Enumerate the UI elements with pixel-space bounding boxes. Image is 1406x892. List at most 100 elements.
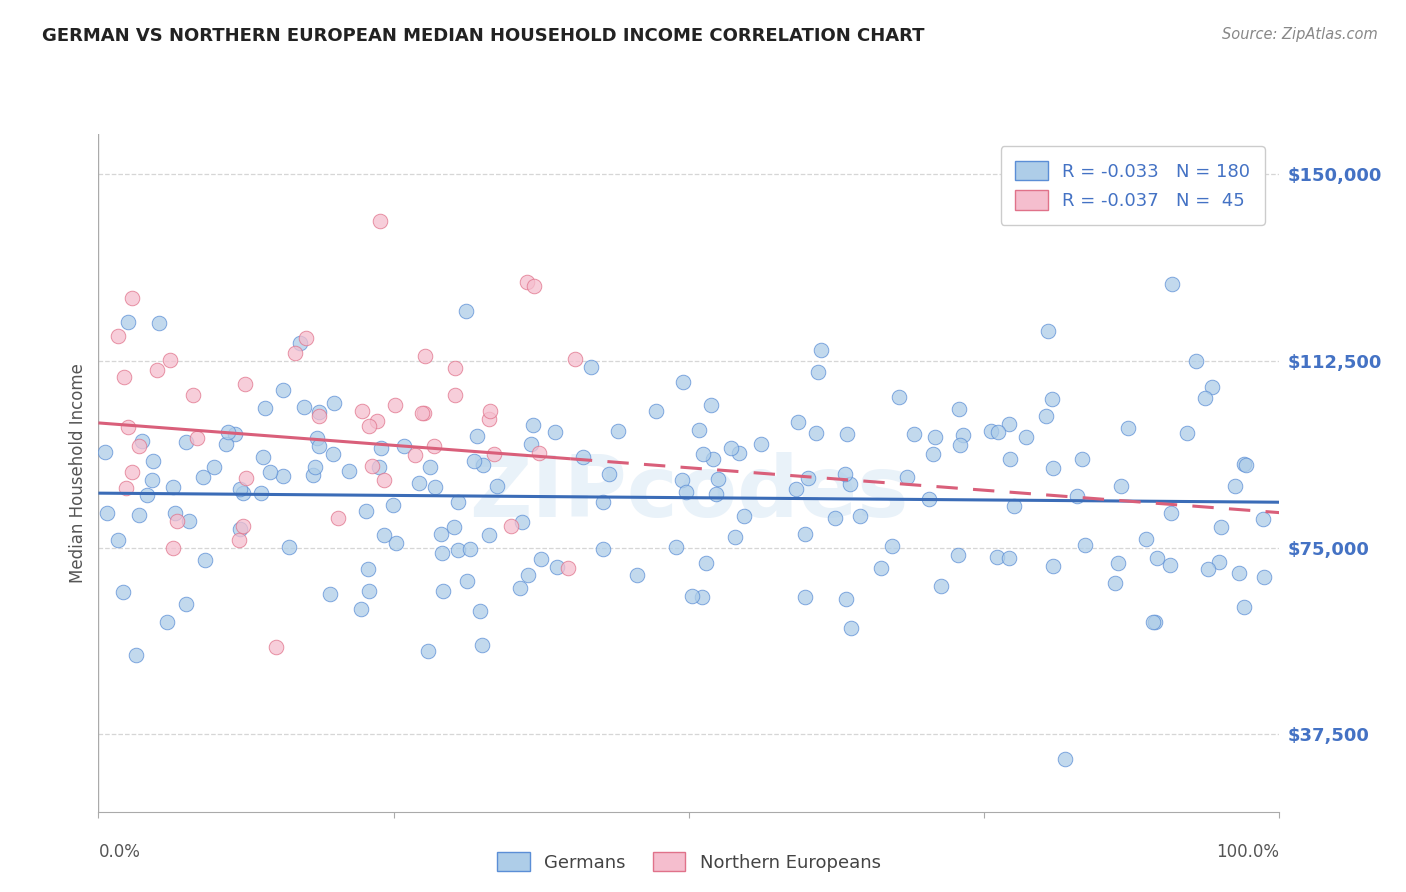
Point [432,546,454,560]
Point [443,519,465,533]
Point [217,425,239,440]
Point [121,291,143,305]
Point [166,514,188,528]
Point [308,409,330,424]
Point [824,510,846,524]
Point [253,401,276,415]
Point [704,487,727,501]
Point [186,431,208,445]
Point [1185,353,1208,368]
Point [1074,538,1097,552]
Point [675,485,697,500]
Point [645,403,668,417]
Point [1251,511,1274,525]
Point [162,541,184,556]
Point [429,526,451,541]
Point [1015,430,1038,444]
Point [952,428,974,442]
Point [354,504,377,518]
Point [1144,615,1167,629]
Point [373,473,395,487]
Point [1223,479,1246,493]
Point [870,560,893,574]
Point [1066,489,1088,503]
Point [1135,532,1157,546]
Point [194,553,217,567]
Point [592,495,614,509]
Point [112,370,135,384]
Point [308,439,330,453]
Point [530,552,553,566]
Point [423,480,446,494]
Point [271,384,294,398]
Point [229,522,252,536]
Point [1208,555,1230,569]
Point [1104,575,1126,590]
Point [592,541,614,556]
Point [834,467,856,482]
Point [337,464,360,478]
Point [720,441,742,455]
Point [250,485,273,500]
Point [179,514,201,528]
Point [724,530,747,544]
Point [1107,556,1129,570]
Point [700,398,723,412]
Point [373,527,395,541]
Point [183,388,205,402]
Point [124,648,146,662]
Point [228,533,250,547]
Point [361,458,384,473]
Point [903,426,925,441]
Point [482,447,505,461]
Point [117,420,139,434]
Point [191,470,214,484]
Point [96,507,118,521]
Point [224,426,246,441]
Point [527,446,550,460]
Point [284,346,307,360]
Point [444,388,467,402]
Point [839,477,862,491]
Point [384,536,406,550]
Legend: Germans, Northern Europeans: Germans, Northern Europeans [488,843,890,880]
Point [1175,426,1198,441]
Point [1211,520,1233,534]
Point [835,427,858,442]
Point [416,644,439,658]
Point [998,551,1021,566]
Point [1070,452,1092,467]
Point [94,445,117,459]
Point [264,640,287,655]
Point [404,448,426,462]
Point [232,486,254,500]
Point [929,578,952,592]
Point [581,359,603,374]
Point [107,533,129,548]
Point [165,506,187,520]
Point [368,459,391,474]
Text: 0.0%: 0.0% [98,843,141,861]
Point [1050,186,1073,201]
Point [215,436,238,450]
Point [443,360,465,375]
Point [544,425,567,439]
Point [413,406,436,420]
Point [308,405,330,419]
Point [302,467,325,482]
Point [322,447,344,461]
Point [924,430,946,444]
Point [510,515,533,529]
Point [305,431,328,445]
Point [111,585,134,599]
Text: 100.0%: 100.0% [1216,843,1279,861]
Point [516,275,538,289]
Point [350,404,373,418]
Point [1036,324,1059,338]
Point [277,540,299,554]
Point [176,597,198,611]
Text: Source: ZipAtlas.com: Source: ZipAtlas.com [1222,27,1378,42]
Point [202,459,225,474]
Point [368,214,391,228]
Point [432,583,454,598]
